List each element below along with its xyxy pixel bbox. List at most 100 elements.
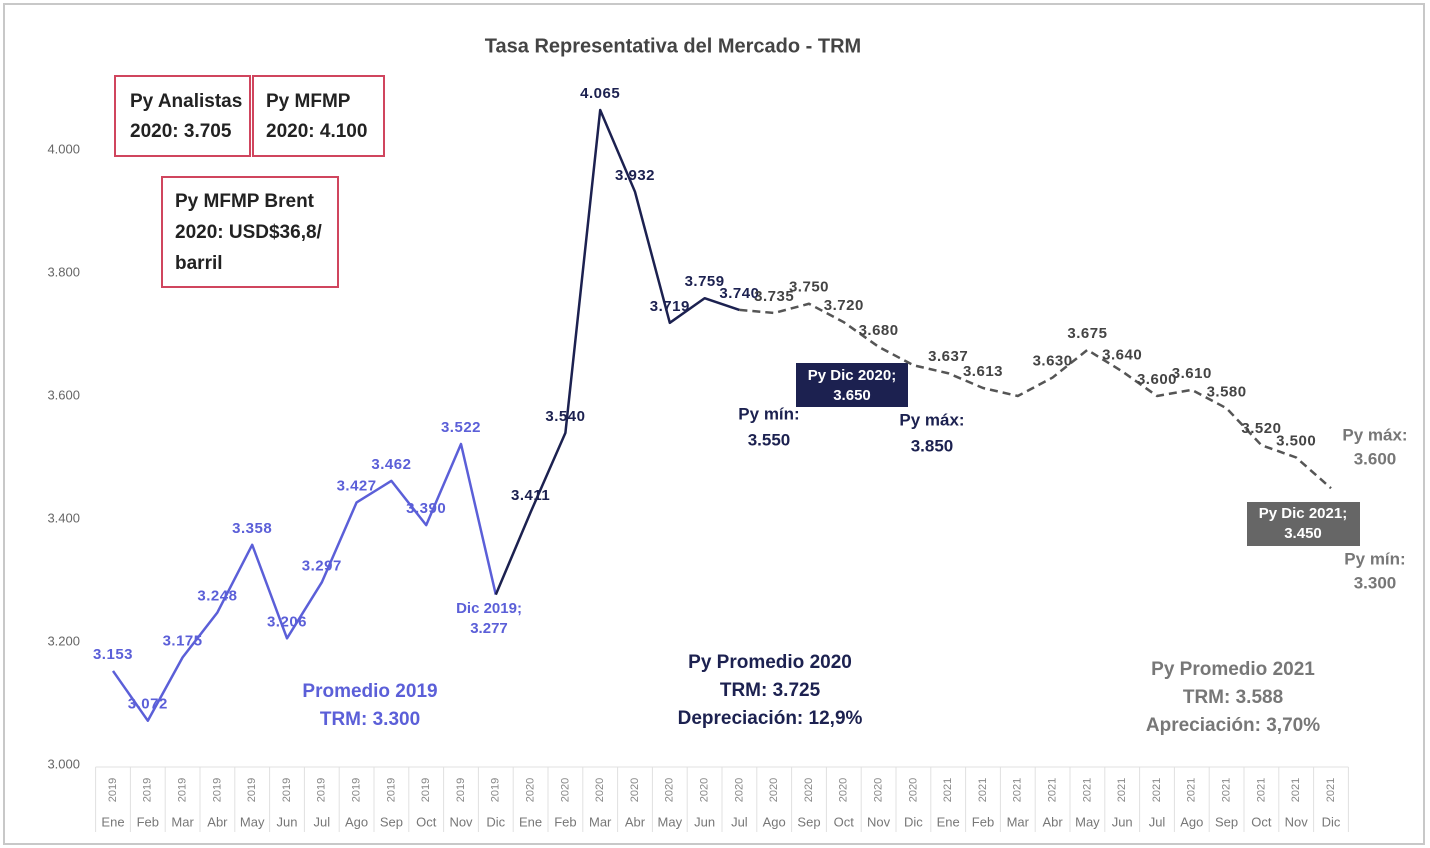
- x-tick-label: Oct: [834, 814, 855, 829]
- x-tick-year: 2019: [142, 778, 154, 802]
- x-tick-label: Sep: [380, 814, 403, 829]
- annotation-text: Py mín:: [738, 404, 799, 423]
- x-tick-year: 2019: [420, 778, 432, 802]
- data-label: 3.759: [685, 273, 725, 290]
- x-tick-label: Abr: [207, 814, 228, 829]
- x-tick-label: Jul: [731, 814, 748, 829]
- data-label: 3.248: [197, 587, 237, 604]
- x-tick-year: 2019: [107, 778, 119, 802]
- annotation-text: Apreciación: 3,70%: [1146, 715, 1320, 736]
- x-tick-label: Ene: [937, 814, 960, 829]
- data-label: 3.153: [93, 646, 133, 663]
- x-tick-label: Mar: [171, 814, 194, 829]
- data-label: 3.411: [511, 487, 550, 504]
- x-tick-label: Ene: [101, 814, 124, 829]
- annotation-text: 3.450: [1284, 525, 1322, 542]
- x-tick-label: Mar: [1007, 814, 1030, 829]
- x-tick-label: Feb: [972, 814, 994, 829]
- x-tick-year: 2020: [629, 778, 641, 802]
- series-line: [111, 442, 498, 722]
- annotation-text: Py MFMP: [266, 91, 351, 112]
- x-tick-label: Oct: [416, 814, 437, 829]
- y-tick-label: 3.400: [47, 510, 80, 525]
- annotation-text: 3.600: [1354, 449, 1397, 468]
- x-tick-label: Ago: [1180, 814, 1203, 829]
- annotation-text: Py Promedio 2021: [1151, 659, 1315, 680]
- data-label: 3.600: [1137, 371, 1177, 388]
- x-tick-year: 2021: [977, 778, 989, 802]
- x-tick-year: 2021: [1012, 778, 1024, 802]
- data-label: 3.675: [1067, 325, 1107, 342]
- x-tick-label: Feb: [554, 814, 576, 829]
- annotation-text: TRM: 3.725: [720, 680, 821, 701]
- data-label: 3.610: [1172, 365, 1212, 382]
- x-tick-label: Sep: [797, 814, 820, 829]
- data-label: 3.206: [267, 613, 307, 630]
- x-tick-year: 2021: [942, 778, 954, 802]
- annotation-text: barril: [175, 253, 223, 274]
- annotation-box: [796, 363, 908, 407]
- x-tick-label: May: [240, 814, 265, 829]
- annotation-text: 2020: USD$36,8/: [175, 222, 323, 243]
- annotation-text: 3.277: [470, 620, 508, 637]
- x-tick-label: Sep: [1215, 814, 1238, 829]
- series-line: [494, 108, 740, 596]
- x-tick-label: Feb: [137, 814, 159, 829]
- data-label: 3.540: [545, 408, 585, 425]
- x-tick-year: 2020: [803, 778, 815, 802]
- y-tick-label: 3.000: [47, 756, 80, 771]
- x-tick-year: 2021: [1151, 778, 1163, 802]
- annotation-text: Depreciación: 12,9%: [678, 708, 863, 729]
- x-tick-year: 2020: [873, 778, 885, 802]
- x-tick-year: 2020: [525, 778, 537, 802]
- x-tick-label: Ago: [763, 814, 786, 829]
- x-tick-label: Jul: [313, 814, 330, 829]
- x-tick-year: 2019: [455, 778, 467, 802]
- x-tick-label: Dic: [1322, 814, 1341, 829]
- data-label: 3.520: [1241, 420, 1281, 437]
- x-tick-label: Abr: [1042, 814, 1063, 829]
- x-tick-label: Abr: [625, 814, 646, 829]
- x-tick-label: Nov: [449, 814, 473, 829]
- data-label: 3.072: [128, 696, 168, 713]
- annotation-text: Py máx:: [1342, 425, 1407, 444]
- x-tick-year: 2020: [907, 778, 919, 802]
- data-label: 3.720: [824, 297, 864, 314]
- annotation-box: [161, 176, 339, 288]
- annotation-text: 2020: 4.100: [266, 121, 367, 142]
- annotation-text: 3.300: [1354, 573, 1397, 592]
- annotation-text: 3.850: [911, 436, 954, 455]
- data-label: 3.522: [441, 419, 481, 436]
- x-tick-label: May: [1075, 814, 1100, 829]
- x-tick-year: 2020: [838, 778, 850, 802]
- data-label: 3.580: [1207, 383, 1247, 400]
- series-line: [739, 302, 1332, 490]
- annotation-text: Py Promedio 2020: [688, 652, 852, 673]
- x-tick-year: 2021: [1255, 778, 1267, 802]
- x-tick-label: Dic: [486, 814, 505, 829]
- data-label: 3.680: [859, 322, 899, 339]
- x-tick-year: 2020: [733, 778, 745, 802]
- annotation-box: [252, 75, 385, 157]
- x-tick-year: 2021: [1325, 778, 1337, 802]
- data-label: 3.427: [337, 477, 377, 494]
- x-tick-year: 2020: [664, 778, 676, 802]
- annotation-text: 3.550: [748, 430, 791, 449]
- data-label: 3.735: [754, 288, 794, 305]
- x-tick-year: 2019: [490, 778, 502, 802]
- data-label: 3.462: [371, 456, 411, 473]
- annotation-text: Py máx:: [899, 410, 964, 429]
- x-tick-year: 2019: [177, 778, 189, 802]
- annotation-text: TRM: 3.588: [1183, 687, 1283, 708]
- annotation-box: [114, 75, 251, 157]
- x-tick-year: 2020: [559, 778, 571, 802]
- annotation-text: Py Dic 2020;: [808, 367, 896, 384]
- data-label: 3.297: [302, 557, 342, 574]
- data-label: 3.640: [1102, 346, 1142, 363]
- x-tick-label: Jun: [1112, 814, 1133, 829]
- x-tick-year: 2019: [351, 778, 363, 802]
- annotation-text: 2020: 3.705: [130, 121, 232, 142]
- x-tick-label: Nov: [1285, 814, 1309, 829]
